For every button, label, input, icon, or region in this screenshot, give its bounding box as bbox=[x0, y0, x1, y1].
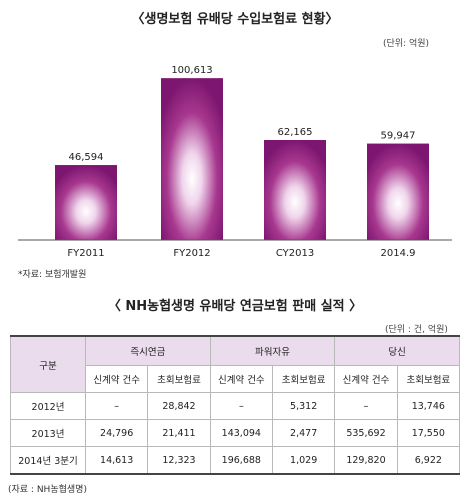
value-label: 62,165 bbox=[278, 127, 313, 138]
table-cell: 5,312 bbox=[271, 392, 336, 420]
table-cell: 535,692 bbox=[334, 419, 398, 447]
bar-2014.9 bbox=[367, 143, 429, 240]
bar-FY2011 bbox=[55, 165, 117, 240]
table-cell: 14,613 bbox=[84, 446, 149, 475]
sales-table: 구분 즉시연금 파워자유 당신 신계약 건수 초회보험료 신계약 건수 초회보험… bbox=[10, 335, 461, 475]
sub-header: 초회보험료 bbox=[396, 365, 461, 393]
table-cell: 143,094 bbox=[209, 419, 273, 447]
table-source: (자료 : NH농협생명) bbox=[8, 485, 87, 495]
x-tick-label: FY2012 bbox=[173, 248, 210, 259]
group-header: 파워자유 bbox=[209, 335, 336, 366]
table-row: 2012년 – 28,842 – 5,312 – 13,746 bbox=[10, 392, 461, 420]
group-header: 즉시연금 bbox=[85, 335, 211, 366]
x-tick-label: CY2013 bbox=[276, 248, 314, 259]
table-cell: 6,922 bbox=[396, 446, 461, 475]
table-row: 2013년 24,796 21,411 143,094 2,477 535,69… bbox=[10, 419, 461, 447]
table-row: 2014년 3분기 14,613 12,323 196,688 1,029 12… bbox=[10, 446, 461, 475]
row-label: 2012년 bbox=[10, 392, 86, 420]
x-tick-label: 2014.9 bbox=[381, 248, 416, 259]
sub-header: 초회보험료 bbox=[147, 365, 211, 393]
sub-header: 신계약 건수 bbox=[84, 365, 149, 393]
sub-header: 신계약 건수 bbox=[334, 365, 398, 393]
chart-source: *자료: 보험개발원 bbox=[18, 270, 87, 280]
group-header: 당신 bbox=[334, 335, 460, 366]
table-title: 〈 NH농협생명 유배당 연금보험 판매 실적 〉 bbox=[107, 299, 363, 314]
table-cell: 13,746 bbox=[396, 392, 461, 420]
table-cell: 1,029 bbox=[271, 446, 336, 475]
table-cell: – bbox=[84, 392, 149, 420]
value-label: 59,947 bbox=[381, 131, 416, 142]
table-cell: 17,550 bbox=[396, 419, 461, 447]
table-cell: – bbox=[334, 392, 398, 420]
table-cell: 28,842 bbox=[147, 392, 211, 420]
chart-title: 〈생명보험 유배당 수입보험료 현황〉 bbox=[131, 12, 339, 27]
corner-header: 구분 bbox=[10, 335, 86, 393]
value-label: 46,594 bbox=[69, 152, 104, 163]
sub-header: 신계약 건수 bbox=[209, 365, 273, 393]
table-unit: (단위 : 건, 억원) bbox=[385, 325, 448, 335]
table-cell: 21,411 bbox=[147, 419, 211, 447]
row-label: 2014년 3분기 bbox=[10, 446, 86, 475]
bar-CY2013 bbox=[264, 139, 326, 240]
chart-unit: (단위: 억원) bbox=[383, 39, 430, 49]
table-cell: – bbox=[209, 392, 273, 420]
x-tick-label: FY2011 bbox=[67, 248, 104, 259]
table-cell: 12,323 bbox=[147, 446, 211, 475]
table-cell: 2,477 bbox=[271, 419, 336, 447]
row-label: 2013년 bbox=[10, 419, 86, 447]
sub-header: 초회보험료 bbox=[271, 365, 336, 393]
table-cell: 196,688 bbox=[209, 446, 273, 475]
table-cell: 129,820 bbox=[334, 446, 398, 475]
bar-FY2012 bbox=[161, 78, 223, 240]
table-cell: 24,796 bbox=[84, 419, 149, 447]
bar-chart: 46,594 FY2011 100,613 FY2012 62,165 CY2013 59,… bbox=[18, 65, 452, 259]
value-label: 100,613 bbox=[171, 65, 212, 76]
